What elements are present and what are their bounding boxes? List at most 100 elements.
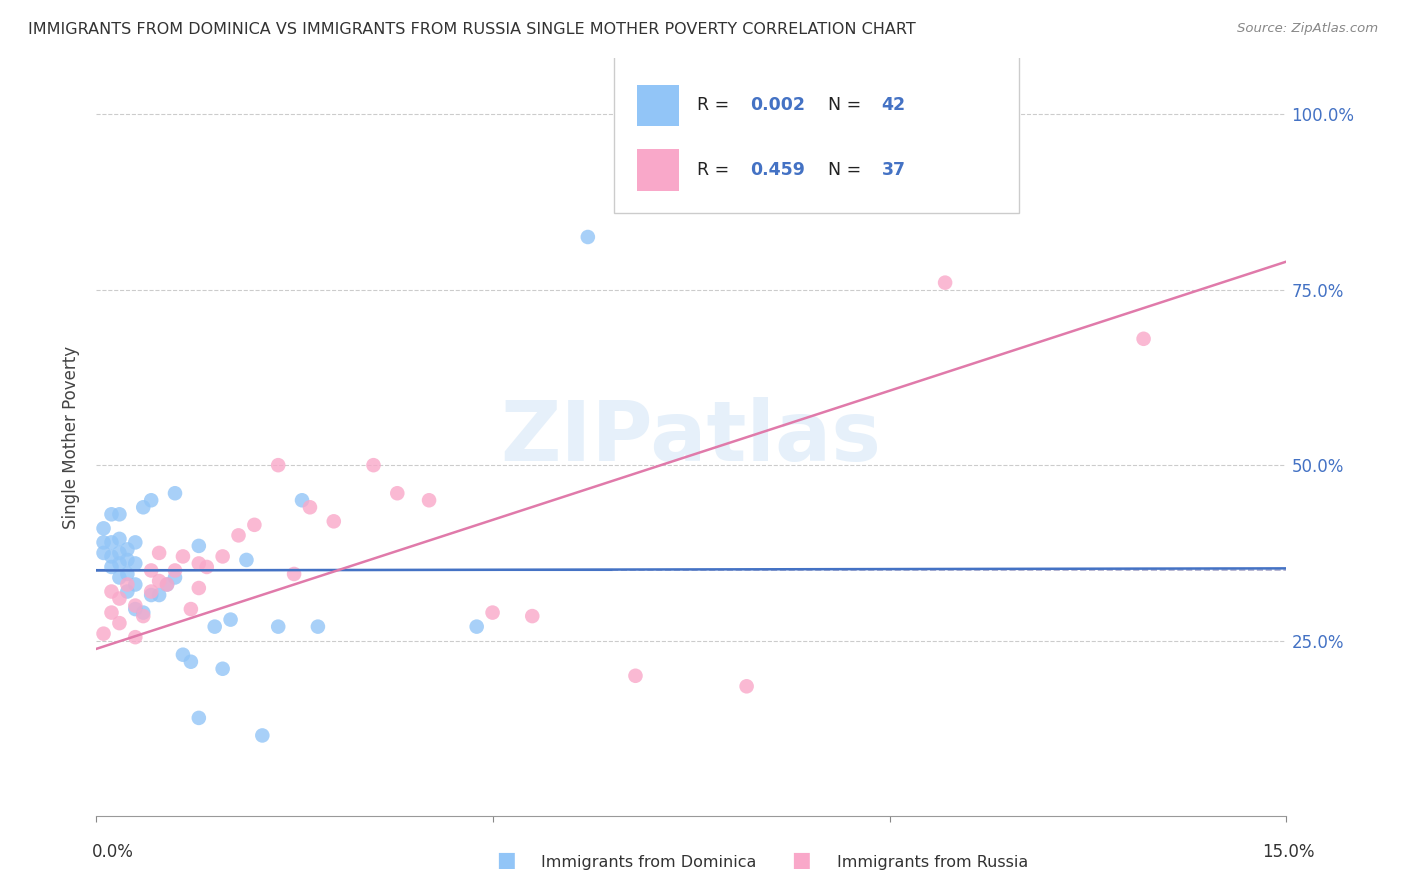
FancyBboxPatch shape (637, 149, 679, 191)
Point (132, 606, 155, 620)
Text: R =: R = (697, 161, 735, 179)
Point (100, 508, 122, 522)
Point (148, 546, 170, 560)
Point (141, 588, 163, 602)
Point (124, 557, 146, 571)
Point (283, 566, 305, 581)
Point (156, 577, 179, 591)
Point (187, 581, 209, 595)
Text: N =: N = (828, 161, 866, 179)
Point (117, 584, 139, 599)
Point (934, 276, 956, 290)
Point (132, 609, 155, 624)
Point (298, 500, 321, 515)
Point (124, 577, 146, 591)
Point (93, 626, 115, 640)
Text: IMMIGRANTS FROM DOMINICA VS IMMIGRANTS FROM RUSSIA SINGLE MOTHER POVERTY CORRELA: IMMIGRANTS FROM DOMINICA VS IMMIGRANTS F… (28, 22, 915, 37)
Point (187, 711, 209, 725)
Point (624, 669, 647, 683)
Point (1132, 332, 1154, 346)
Point (180, 655, 202, 669)
Point (156, 577, 179, 591)
Text: 37: 37 (882, 161, 905, 179)
Point (235, 553, 257, 567)
Point (93, 535, 115, 549)
Point (243, 517, 266, 532)
Text: 0.0%: 0.0% (91, 843, 134, 861)
Point (124, 602, 146, 616)
Point (481, 606, 503, 620)
Point (93, 521, 115, 535)
Point (124, 630, 146, 644)
Point (100, 549, 122, 564)
Point (100, 535, 122, 549)
Point (187, 539, 209, 553)
Point (180, 602, 202, 616)
Text: ZIPatlas: ZIPatlas (501, 397, 882, 477)
Point (141, 564, 163, 578)
Point (148, 588, 170, 602)
Point (93, 546, 115, 560)
Point (141, 493, 163, 508)
Text: ■: ■ (496, 850, 516, 870)
Point (117, 542, 139, 557)
Point (735, 679, 758, 693)
Text: Source: ZipAtlas.com: Source: ZipAtlas.com (1237, 22, 1378, 36)
Point (163, 486, 186, 500)
Point (228, 528, 250, 542)
Point (576, 230, 599, 244)
Point (163, 564, 186, 578)
Point (148, 574, 170, 588)
Point (363, 458, 385, 472)
Point (117, 553, 139, 567)
FancyBboxPatch shape (637, 85, 679, 126)
Point (322, 514, 344, 528)
Point (100, 584, 122, 599)
Y-axis label: Single Mother Poverty: Single Mother Poverty (62, 345, 80, 529)
Point (387, 486, 409, 500)
Text: Immigrants from Dominica: Immigrants from Dominica (541, 855, 756, 870)
Text: 15.0%: 15.0% (1263, 843, 1315, 861)
Point (108, 570, 131, 584)
Point (108, 508, 131, 522)
Point (307, 619, 329, 633)
Point (418, 493, 440, 508)
Point (124, 599, 146, 613)
Point (108, 557, 131, 571)
Point (117, 566, 139, 581)
Text: ■: ■ (792, 850, 811, 870)
Point (108, 546, 131, 560)
Text: N =: N = (828, 96, 866, 114)
Point (117, 577, 139, 591)
Point (172, 648, 194, 662)
Point (219, 613, 242, 627)
Point (291, 493, 314, 508)
Point (522, 609, 544, 624)
Point (108, 616, 131, 631)
Point (132, 500, 155, 515)
Point (100, 606, 122, 620)
Point (108, 532, 131, 546)
Point (267, 458, 290, 472)
Point (187, 557, 209, 571)
Point (465, 619, 488, 633)
Text: 0.002: 0.002 (751, 96, 806, 114)
Point (124, 535, 146, 549)
Point (204, 619, 226, 633)
Point (172, 549, 194, 564)
Point (211, 662, 233, 676)
Point (267, 619, 290, 633)
Point (799, 100, 821, 114)
Text: 42: 42 (882, 96, 905, 114)
Point (211, 549, 233, 564)
FancyBboxPatch shape (613, 54, 1018, 213)
Point (252, 728, 274, 742)
Text: R =: R = (697, 96, 735, 114)
Text: 0.459: 0.459 (751, 161, 806, 179)
Point (163, 570, 186, 584)
Point (195, 560, 218, 574)
Point (100, 560, 122, 574)
Text: Immigrants from Russia: Immigrants from Russia (837, 855, 1028, 870)
Point (108, 591, 131, 606)
Point (141, 584, 163, 599)
